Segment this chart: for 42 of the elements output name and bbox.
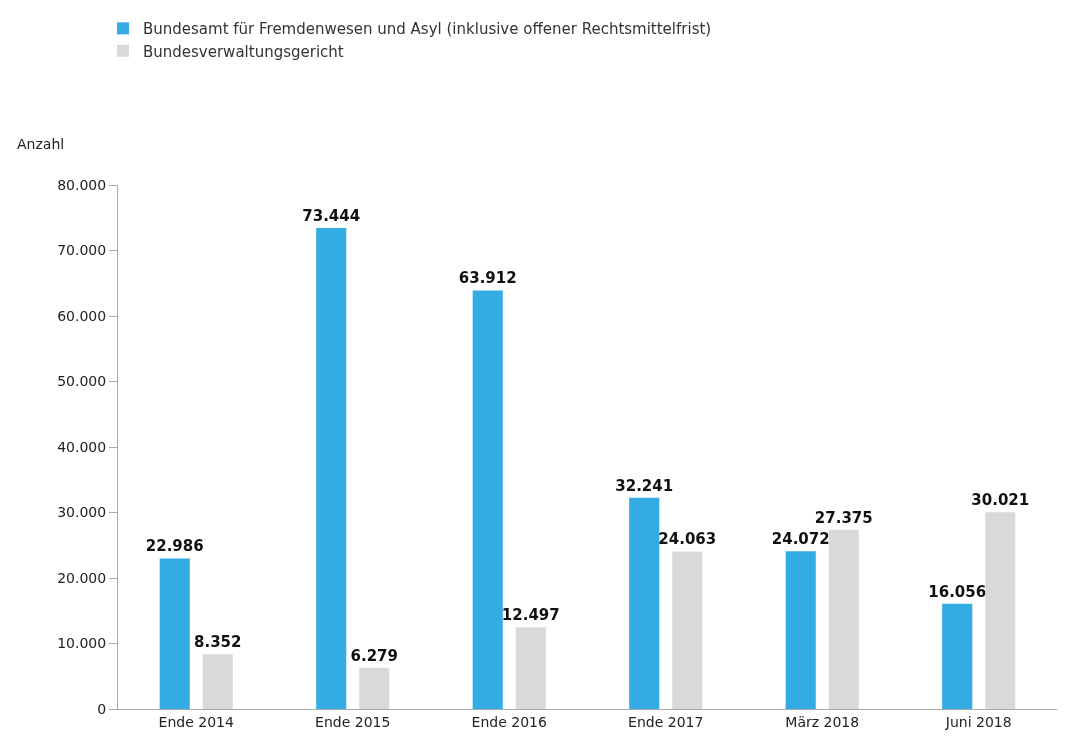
x-tick-label: Juni 2018 bbox=[944, 713, 1012, 730]
bar bbox=[828, 529, 859, 709]
y-tick-label: 40.000 bbox=[57, 438, 107, 455]
data-label: 30.021 bbox=[971, 491, 1030, 510]
bar bbox=[942, 603, 973, 709]
data-label: 24.072 bbox=[771, 530, 830, 549]
bar bbox=[202, 654, 233, 709]
legend-label: Bundesverwaltungsgericht bbox=[142, 42, 344, 61]
legend-label: Bundesamt für Fremdenwesen und Asyl (inklusive offener Rechtsmittelfrist) bbox=[142, 20, 712, 39]
bar bbox=[629, 497, 660, 709]
x-tick-label: Ende 2016 bbox=[471, 713, 547, 730]
data-label: 12.497 bbox=[501, 606, 560, 625]
data-label: 6.279 bbox=[350, 646, 398, 665]
x-tick-label: Ende 2015 bbox=[315, 713, 391, 730]
data-label: 8.352 bbox=[194, 633, 242, 652]
data-label: 32.241 bbox=[615, 476, 674, 495]
bar bbox=[785, 551, 816, 709]
y-tick-label: 0 bbox=[97, 700, 107, 717]
y-tick-label: 20.000 bbox=[57, 569, 107, 586]
y-tick-label: 30.000 bbox=[57, 504, 107, 521]
bar bbox=[472, 290, 503, 709]
x-tick-label: März 2018 bbox=[785, 713, 860, 730]
bar bbox=[985, 512, 1016, 709]
y-axis-title: Anzahl bbox=[17, 136, 65, 152]
y-tick-label: 80.000 bbox=[57, 176, 107, 193]
data-label: 24.063 bbox=[658, 530, 717, 549]
bar bbox=[672, 551, 703, 709]
data-label: 16.056 bbox=[928, 582, 987, 601]
bar bbox=[359, 667, 390, 709]
data-label: 73.444 bbox=[302, 206, 361, 225]
data-label: 27.375 bbox=[814, 508, 873, 527]
x-tick-label: Ende 2014 bbox=[158, 713, 234, 730]
x-tick-label: Ende 2017 bbox=[628, 713, 704, 730]
bar bbox=[515, 627, 546, 709]
y-tick-label: 50.000 bbox=[57, 373, 107, 390]
bar bbox=[159, 558, 190, 709]
y-tick-label: 70.000 bbox=[57, 242, 107, 259]
data-label: 22.986 bbox=[145, 537, 204, 556]
y-tick-label: 10.000 bbox=[57, 635, 107, 652]
data-label: 63.912 bbox=[458, 269, 517, 288]
bar bbox=[316, 227, 347, 709]
y-tick-label: 60.000 bbox=[57, 307, 107, 324]
